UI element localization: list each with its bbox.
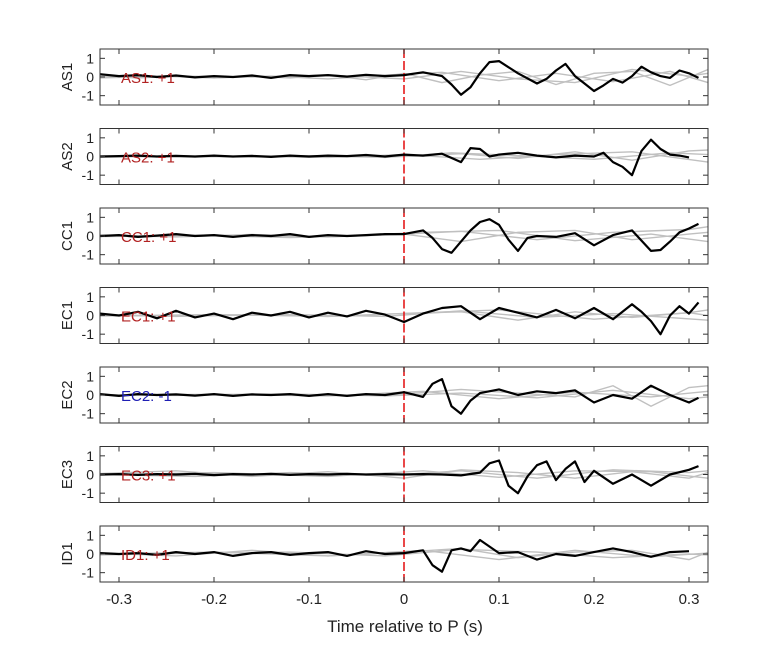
y-tick-label: 0 <box>86 467 94 483</box>
y-tick-label: -1 <box>82 485 95 501</box>
panel-ylabel: CC1 <box>59 221 76 251</box>
y-tick-label: -1 <box>82 167 95 183</box>
primary-trace <box>99 538 690 573</box>
panel-annotation: AS1: +1 <box>121 70 175 87</box>
y-tick-label: 1 <box>86 289 94 305</box>
panel-annotation: EC1: +1 <box>121 309 176 326</box>
panel-ec3: EC3: +1 1 0 -1 EC3 <box>59 446 709 503</box>
panel-as2: AS2: +1 1 0 -1 AS2 <box>59 128 709 185</box>
y-tick-label: 0 <box>86 546 94 562</box>
y-tick-label: 1 <box>86 50 94 66</box>
x-tick-label: -0.2 <box>201 591 227 608</box>
primary-trace <box>99 378 699 415</box>
panel-as1: AS1: +1 1 0 -1 AS1 <box>59 48 709 106</box>
x-axis-label: Time relative to P (s) <box>327 617 483 636</box>
x-tick-label: 0.1 <box>489 591 510 608</box>
panel-annotation: AS2: +1 <box>121 150 175 167</box>
y-tick-label: 1 <box>86 130 94 146</box>
y-tick-label: -1 <box>82 88 95 104</box>
y-tick-label: 0 <box>86 308 94 324</box>
primary-trace <box>99 218 699 254</box>
panel-ylabel: AS2 <box>59 142 76 170</box>
panel-cc1: CC1: +1 1 0 -1 CC1 <box>59 207 709 265</box>
x-axis: -0.3 -0.2 -0.1 0 0.1 0.2 0.3 <box>106 591 699 608</box>
primary-trace <box>99 138 690 177</box>
x-tick-label: 0.2 <box>584 591 605 608</box>
y-tick-label: 1 <box>86 527 94 543</box>
y-tick-label: -1 <box>82 326 95 342</box>
y-tick-label: 0 <box>86 228 94 244</box>
y-tick-label: -1 <box>82 247 95 263</box>
y-tick-label: 1 <box>86 368 94 384</box>
x-tick-label: -0.3 <box>106 591 132 608</box>
y-tick-label: 1 <box>86 209 94 225</box>
primary-trace <box>99 59 699 96</box>
x-tick-label: 0 <box>400 591 408 608</box>
panel-annotation: ID1: +1 <box>121 547 170 564</box>
primary-trace <box>99 459 699 495</box>
panel-ylabel: EC3 <box>59 460 76 489</box>
panel-ylabel: EC2 <box>59 380 76 409</box>
primary-trace <box>99 301 700 336</box>
panel-ylabel: EC1 <box>59 301 76 330</box>
x-tick-label: 0.3 <box>679 591 700 608</box>
panel-annotation: EC2: -1 <box>121 388 172 405</box>
panel-annotation: CC1: +1 <box>121 229 176 246</box>
panel-ec2: EC2: -1 1 0 -1 EC2 <box>59 366 709 424</box>
panel-ec1: EC1: +1 1 0 -1 EC1 <box>59 287 709 344</box>
y-tick-label: -1 <box>82 406 95 422</box>
y-tick-label: 0 <box>86 69 94 85</box>
panel-annotation: EC3: +1 <box>121 468 176 485</box>
panel-id1: ID1: +1 1 0 -1 ID1 <box>59 525 709 583</box>
y-tick-label: -1 <box>82 565 95 581</box>
y-tick-label: 0 <box>86 387 94 403</box>
panel-ylabel: AS1 <box>59 63 76 91</box>
x-tick-label: -0.1 <box>296 591 322 608</box>
y-tick-label: 0 <box>86 149 94 165</box>
panel-ylabel: ID1 <box>59 542 76 565</box>
y-tick-label: 1 <box>86 448 94 464</box>
